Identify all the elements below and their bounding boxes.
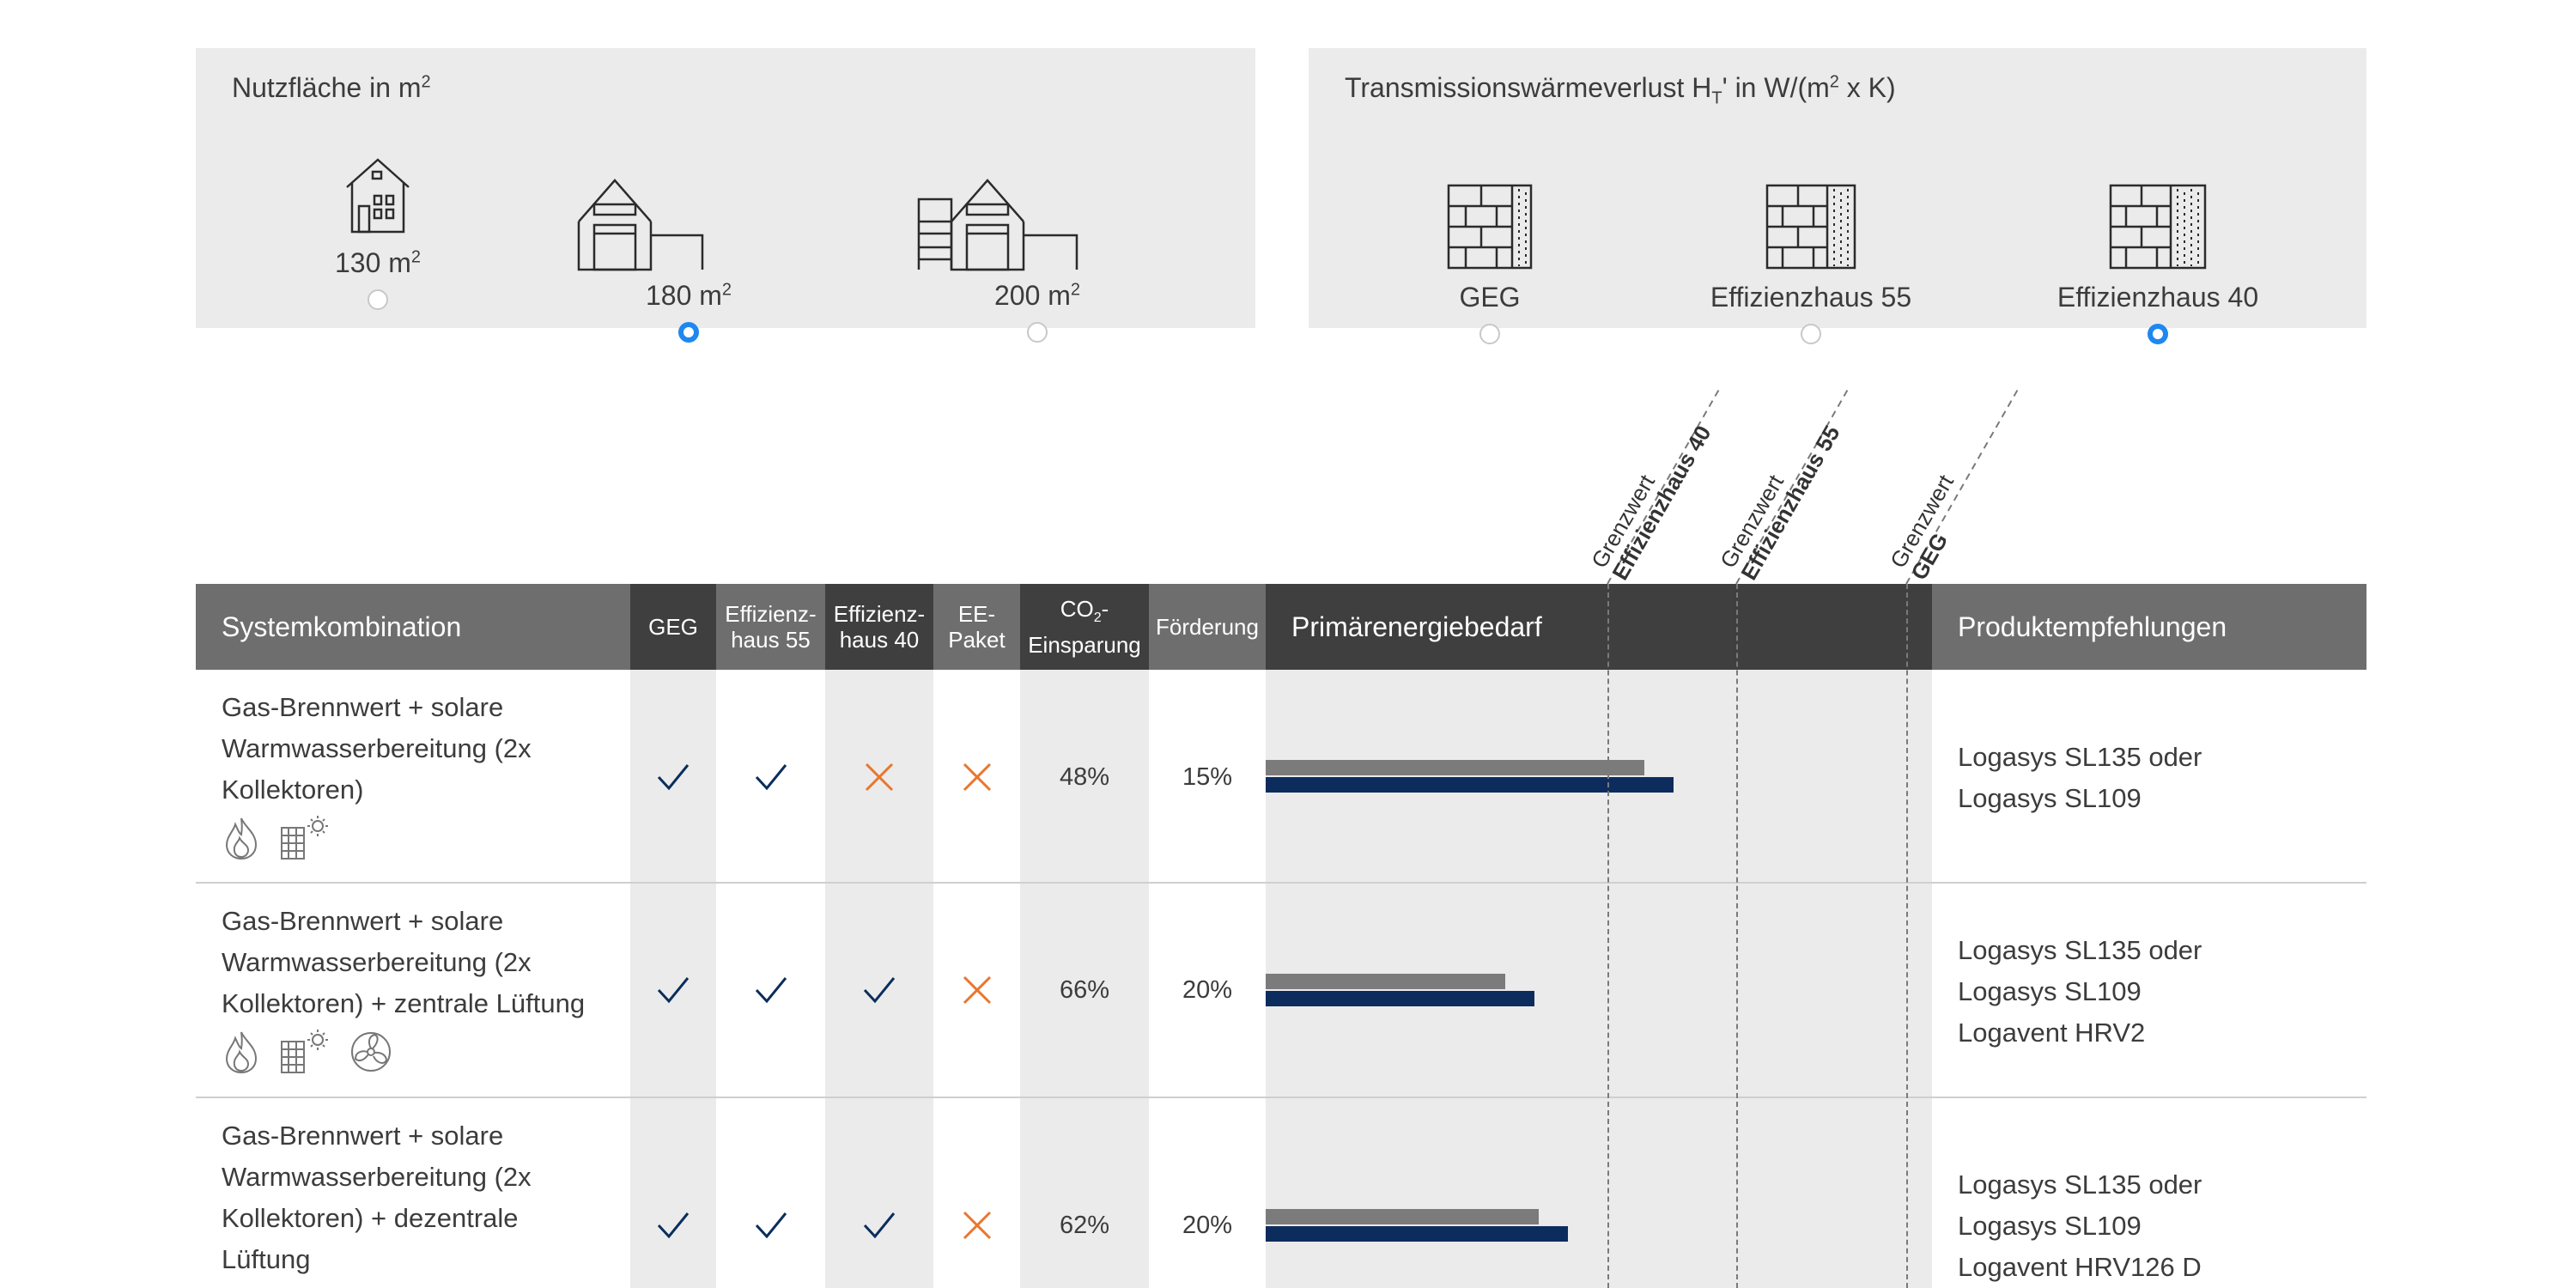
header-ee-paket: EE- Paket <box>933 584 1020 670</box>
header-foerderung: Förderung <box>1149 584 1266 670</box>
primary-energy-bar-gray <box>1266 974 1505 989</box>
geg-column-bg <box>630 670 716 1288</box>
insulation-panel-title: Transmissionswärmeverlust HT' in W/(m2 x… <box>1345 72 1896 108</box>
row-divider <box>196 1097 2366 1098</box>
ee-cross <box>933 960 1020 1020</box>
geg-check <box>630 960 716 1020</box>
check-icon <box>755 1212 787 1239</box>
eh40-check <box>825 1195 933 1255</box>
co2-column-bg <box>1020 670 1149 1288</box>
insulation-radio-eh55[interactable] <box>1801 324 1821 344</box>
product-recommendation: Logasys SL135 oder Logasys SL109 <box>1958 742 2202 813</box>
threshold-line-eh40 <box>1607 584 1609 1288</box>
insulation-option-eh40[interactable]: Effizienzhaus 40 <box>2003 127 2312 344</box>
cross-icon <box>865 762 894 792</box>
eh55-check <box>716 1195 825 1255</box>
insulation-option-label: Effizienzhaus 40 <box>2057 282 2259 313</box>
area-panel: Nutzfläche in m2 130 m2 <box>196 48 1255 343</box>
wall-insulation-icon <box>1447 184 1533 270</box>
system-combination: Gas-Brennwert + solare Warmwasserbereitu… <box>222 687 617 860</box>
area-option-180[interactable]: 180 m2 <box>534 127 843 343</box>
insulation-radio-geg[interactable] <box>1479 324 1500 344</box>
eh55-check <box>716 960 825 1020</box>
large-house-with-garage-icon <box>917 179 1078 271</box>
geg-check <box>630 1195 716 1255</box>
threshold-label-eh55: Grenzwert Effizienzhaus 55 <box>1715 421 1845 585</box>
check-icon <box>755 977 787 1004</box>
product-recommendation: Logasys SL135 oder Logasys SL109 Logaven… <box>1958 1170 2202 1282</box>
product-recommendation: Logasys SL135 oder Logasys SL109 Logaven… <box>1958 935 2202 1048</box>
insulation-option-geg[interactable]: GEG <box>1335 127 1644 344</box>
check-icon <box>863 1212 896 1239</box>
co2-value: 48% <box>1059 762 1110 791</box>
header-products: Produktempfehlungen <box>1932 584 2366 670</box>
primary-energy-bar-blue <box>1266 1226 1568 1242</box>
header-eh40: Effizienz-haus 40 <box>825 584 933 670</box>
row-divider <box>196 882 2366 884</box>
foerderung-value: 15% <box>1182 762 1233 791</box>
eh55-check <box>716 747 825 807</box>
primary-energy-bar-blue <box>1266 777 1674 793</box>
flame-icon <box>225 817 258 860</box>
header-co2: CO2- Einsparung <box>1020 584 1149 670</box>
insulation-panel: Transmissionswärmeverlust HT' in W/(m2 x… <box>1309 48 2366 344</box>
foerderung-value: 20% <box>1182 1211 1233 1239</box>
fan-icon <box>351 1032 391 1072</box>
area-panel-title: Nutzfläche in m2 <box>232 72 431 103</box>
system-combination: Gas-Brennwert + solare Warmwasserbereitu… <box>222 901 617 1074</box>
check-icon <box>657 764 690 791</box>
area-radio-200[interactable] <box>1027 322 1048 343</box>
check-icon <box>755 764 787 791</box>
flame-icon <box>225 1031 258 1074</box>
ee-cross <box>933 1195 1020 1255</box>
insulation-radio-eh40[interactable] <box>2148 324 2168 344</box>
header-geg: GEG <box>630 584 716 670</box>
wall-insulation-icon <box>1765 184 1856 270</box>
insulation-option-eh55[interactable]: Effizienzhaus 55 <box>1656 127 1965 344</box>
cross-icon <box>963 762 991 792</box>
ee-cross <box>933 747 1020 807</box>
solar-collector-icon <box>281 1030 328 1073</box>
geg-check <box>630 747 716 807</box>
house-with-garage-icon <box>577 179 704 271</box>
solar-collector-icon <box>281 816 328 860</box>
foerderung-value: 20% <box>1182 975 1233 1004</box>
primary-energy-bar-blue <box>1266 991 1534 1006</box>
area-radio-180[interactable] <box>678 322 699 343</box>
threshold-line-geg <box>1906 584 1908 1288</box>
co2-value: 66% <box>1059 975 1110 1004</box>
area-option-label: 130 m <box>334 247 411 278</box>
area-option-130[interactable]: 130 m2 <box>223 127 532 310</box>
eh40-check <box>825 960 933 1020</box>
insulation-option-label: GEG <box>1459 282 1521 313</box>
eh40-cross <box>825 747 933 807</box>
area-radio-130[interactable] <box>368 289 388 310</box>
threshold-label-geg: Grenzwert GEG <box>1885 470 1959 585</box>
threshold-label-eh40: Grenzwert Effizienzhaus 40 <box>1586 421 1716 585</box>
area-option-label: 180 m <box>645 280 722 311</box>
header-eh55: Effizienz-haus 55 <box>716 584 825 670</box>
small-house-icon <box>346 158 410 234</box>
primary-energy-bar-gray <box>1266 1209 1539 1224</box>
check-icon <box>657 977 690 1004</box>
eh40-column-bg <box>825 670 933 1288</box>
co2-value: 62% <box>1059 1211 1110 1239</box>
area-option-label: 200 m <box>993 280 1071 311</box>
threshold-line-eh55 <box>1736 584 1738 1288</box>
check-icon <box>863 977 896 1004</box>
wall-insulation-icon <box>2109 184 2207 270</box>
primary-energy-bar-gray <box>1266 760 1644 775</box>
header-system: Systemkombination <box>196 584 630 670</box>
insulation-option-label: Effizienzhaus 55 <box>1710 282 1912 313</box>
cross-icon <box>963 975 991 1005</box>
area-option-200[interactable]: 200 m2 <box>883 127 1192 343</box>
check-icon <box>657 1212 690 1239</box>
system-combination: Gas-Brennwert + solare Warmwasserbereitu… <box>222 1121 532 1274</box>
header-primary-energy: Primärenergiebedarf <box>1266 584 1932 670</box>
cross-icon <box>963 1211 991 1240</box>
